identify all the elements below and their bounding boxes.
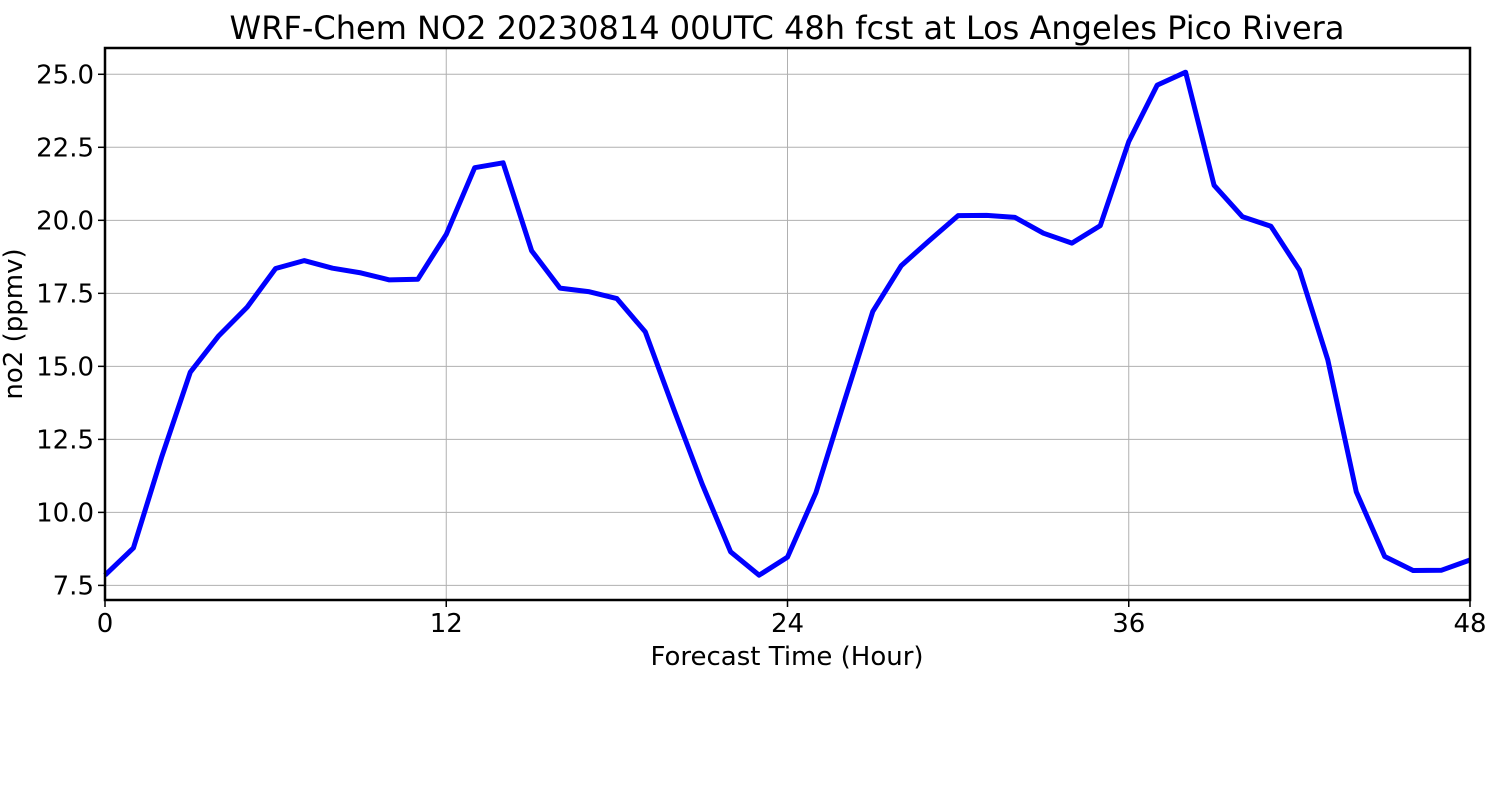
y-tick-label: 25.0 (36, 60, 94, 90)
x-axis-label: Forecast Time (Hour) (650, 642, 923, 672)
y-axis-label: no2 (ppmv) (0, 248, 29, 399)
y-tick-label: 17.5 (36, 279, 94, 309)
x-tick-label: 12 (430, 609, 463, 639)
y-tick-label: 20.0 (36, 206, 94, 236)
y-tick-label: 7.5 (53, 571, 94, 601)
y-tick-label: 15.0 (36, 352, 94, 382)
ticks: 0 12 24 36 48 7.5 10.0 12.5 15.0 17.5 20.0 22.5 25.0 (36, 60, 1486, 639)
series-line (103, 69, 1471, 578)
y-tick-label: 22.5 (36, 133, 94, 163)
chart-title: WRF-Chem NO2 20230814 00UTC 48h fcst at … (230, 9, 1345, 47)
y-tick-label: 12.5 (36, 425, 94, 455)
x-tick-label: 24 (771, 609, 804, 639)
y-tick-label: 10.0 (36, 498, 94, 528)
grid (104, 48, 1471, 600)
x-tick-label: 36 (1112, 609, 1145, 639)
x-tick-label: 0 (97, 609, 114, 639)
series-layer (103, 69, 1471, 578)
x-tick-label: 48 (1453, 609, 1486, 639)
